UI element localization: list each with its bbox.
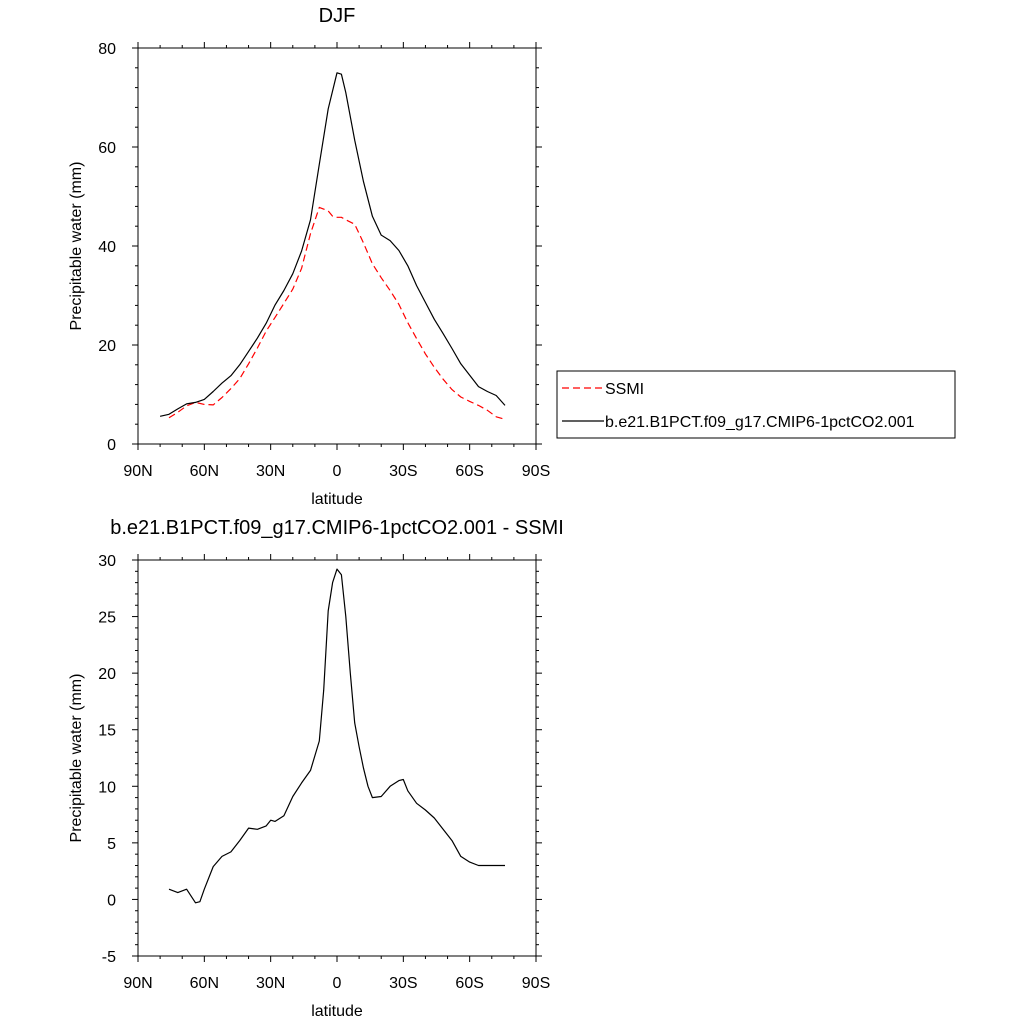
x-tick-label: 30N bbox=[256, 463, 285, 480]
series-line-0 bbox=[168, 206, 506, 420]
series-line-0 bbox=[168, 568, 505, 904]
tick-labels: 90N 60N 30N 0 30S 60S 90S -5 0 5 10 15 20 25 30 bbox=[98, 553, 550, 992]
x-tick-label: 0 bbox=[333, 463, 342, 480]
x-tick-label: 60N bbox=[190, 463, 219, 480]
x-tick-label: 90N bbox=[123, 975, 152, 992]
y-tick-label: 20 bbox=[98, 666, 116, 683]
y-tick-label: 20 bbox=[98, 338, 116, 355]
y-axis-label: Precipitable water (mm) bbox=[68, 162, 85, 331]
y-tick-label: 10 bbox=[98, 779, 116, 796]
chart-title: DJF bbox=[319, 5, 356, 27]
y-tick-label: 40 bbox=[98, 239, 116, 256]
y-tick-label: 5 bbox=[107, 836, 116, 853]
x-axis-label: latitude bbox=[311, 491, 363, 508]
series-line-1 bbox=[159, 72, 506, 417]
x-axis-label: latitude bbox=[311, 1003, 363, 1020]
legend-box bbox=[556, 370, 956, 439]
x-tick-label: 60N bbox=[190, 975, 219, 992]
x-tick-label: 90S bbox=[522, 463, 550, 480]
y-tick-label: 0 bbox=[107, 437, 116, 454]
legend: SSMI b.e21.B1PCT.f09_g17.CMIP6-1pctCO2.0… bbox=[556, 370, 956, 439]
y-tick-label: 60 bbox=[98, 140, 116, 157]
chart-djf: DJF 90N 60N 30N 0 30S 60S 90S 0 20 40 60 80 latitud… bbox=[68, 5, 956, 508]
tick-labels: 90N 60N 30N 0 30S 60S 90S 0 20 40 60 80 bbox=[98, 41, 550, 480]
y-tick-label: 15 bbox=[98, 723, 116, 740]
x-tick-label: 30S bbox=[389, 975, 417, 992]
x-tick-label: 60S bbox=[455, 975, 483, 992]
y-tick-label: 25 bbox=[98, 610, 116, 627]
y-tick-label: 30 bbox=[98, 553, 116, 570]
chart-difference: b.e21.B1PCT.f09_g17.CMIP6-1pctCO2.001 - … bbox=[68, 517, 564, 1020]
x-tick-label: 90N bbox=[123, 463, 152, 480]
y-axis-label: Precipitable water (mm) bbox=[68, 674, 85, 843]
y-tick-label: -5 bbox=[102, 949, 116, 966]
chart-title: b.e21.B1PCT.f09_g17.CMIP6-1pctCO2.001 - … bbox=[110, 517, 564, 539]
series-lines bbox=[159, 72, 506, 420]
x-tick-label: 60S bbox=[455, 463, 483, 480]
series-lines bbox=[168, 568, 505, 904]
x-tick-label: 30N bbox=[256, 975, 285, 992]
legend-label-model: b.e21.B1PCT.f09_g17.CMIP6-1pctCO2.001 bbox=[605, 414, 915, 431]
plot-frame bbox=[137, 559, 537, 957]
x-tick-label: 30S bbox=[389, 463, 417, 480]
x-tick-label: 0 bbox=[333, 975, 342, 992]
plot-frame bbox=[137, 47, 537, 445]
legend-label-ssmi: SSMI bbox=[605, 381, 644, 398]
x-tick-label: 90S bbox=[522, 975, 550, 992]
y-tick-label: 80 bbox=[98, 41, 116, 58]
ticks bbox=[132, 42, 542, 450]
y-tick-label: 0 bbox=[107, 892, 116, 909]
